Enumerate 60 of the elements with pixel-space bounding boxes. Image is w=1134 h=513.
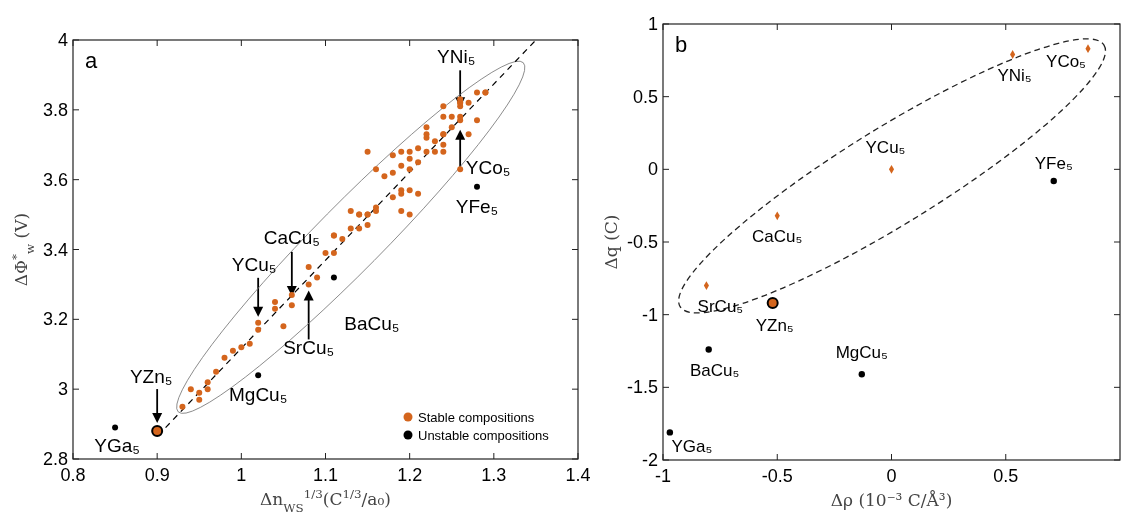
annotation: YGa₅: [94, 434, 140, 456]
y-tick-label: 1: [647, 14, 658, 34]
y-axis-title: Δq (C): [601, 214, 621, 270]
annotation: MgCu₅: [835, 343, 888, 363]
annotation: YCo₅: [1046, 51, 1086, 71]
annotation: YGa₅: [671, 437, 713, 457]
annotation: SrCu₅: [283, 337, 335, 359]
point: [858, 371, 865, 378]
annotation: BaCu₅: [344, 313, 400, 335]
x-tick-label: -0.5: [761, 466, 793, 486]
x-tick-label: 1.1: [312, 465, 339, 485]
x-tick-label: 1.2: [397, 465, 423, 485]
y-tick-label: 0: [647, 159, 658, 180]
annotation: CaCu₅: [752, 226, 803, 246]
annotation: YFe₅: [1034, 153, 1073, 173]
point: [1050, 177, 1057, 185]
legend-label: Unstable compositions: [418, 428, 550, 443]
point: [330, 274, 337, 281]
point: [255, 372, 262, 379]
legend-label: Stable compositions: [418, 410, 535, 425]
point: [151, 425, 164, 438]
y-tick-label: 3.4: [42, 239, 68, 260]
y-tick-label: -0.5: [626, 232, 658, 252]
point: [705, 346, 712, 353]
annotation: YCu₅: [231, 253, 277, 275]
x-tick-label: 1.3: [481, 465, 507, 485]
annotation: YFe₅: [455, 195, 499, 217]
y-tick-label: -1: [641, 304, 658, 325]
annotation: b: [675, 32, 688, 57]
x-axis-title: Δn$_{WS}$$^{1/3}$(C$^{1/3}$/a₀): [260, 487, 391, 513]
annotation: BaCu₅: [690, 360, 740, 380]
y-tick-label: 3.6: [42, 169, 68, 190]
y-tick-label: 3.2: [42, 309, 68, 330]
annotation: SrCu₅: [697, 296, 744, 316]
point: [666, 429, 674, 436]
annotation: YNi₅: [997, 65, 1032, 85]
point: [766, 297, 779, 310]
y-tick-label: -2: [641, 450, 658, 470]
x-tick-label: 0: [886, 466, 897, 486]
annotation: YCu₅: [865, 138, 906, 158]
x-tick-label: 0.9: [144, 465, 170, 485]
x-tick-label: 0.5: [993, 466, 1019, 486]
x-axis-title: Δρ (10⁻³ C/Å³): [830, 490, 953, 510]
y-tick-label: 4: [57, 30, 68, 50]
y-tick-label: 0.5: [632, 86, 658, 107]
y-tick-label: -1.5: [626, 377, 658, 398]
annotation: YCo₅: [465, 156, 511, 178]
point: [474, 183, 480, 190]
annotation: YZn₅: [755, 316, 794, 336]
point: [888, 164, 895, 174]
point: [112, 424, 119, 431]
y-tick-label: 3: [57, 379, 68, 400]
annotation: a: [85, 48, 98, 73]
x-tick-label: 1: [236, 465, 247, 485]
annotation: YNi₅: [437, 46, 476, 68]
y-tick-label: 3.8: [42, 99, 68, 120]
annotation: CaCu₅: [263, 226, 320, 248]
annotation: MgCu₅: [228, 384, 288, 406]
x-tick-label: 1.4: [565, 465, 591, 485]
annotation: YZn₅: [129, 366, 173, 388]
